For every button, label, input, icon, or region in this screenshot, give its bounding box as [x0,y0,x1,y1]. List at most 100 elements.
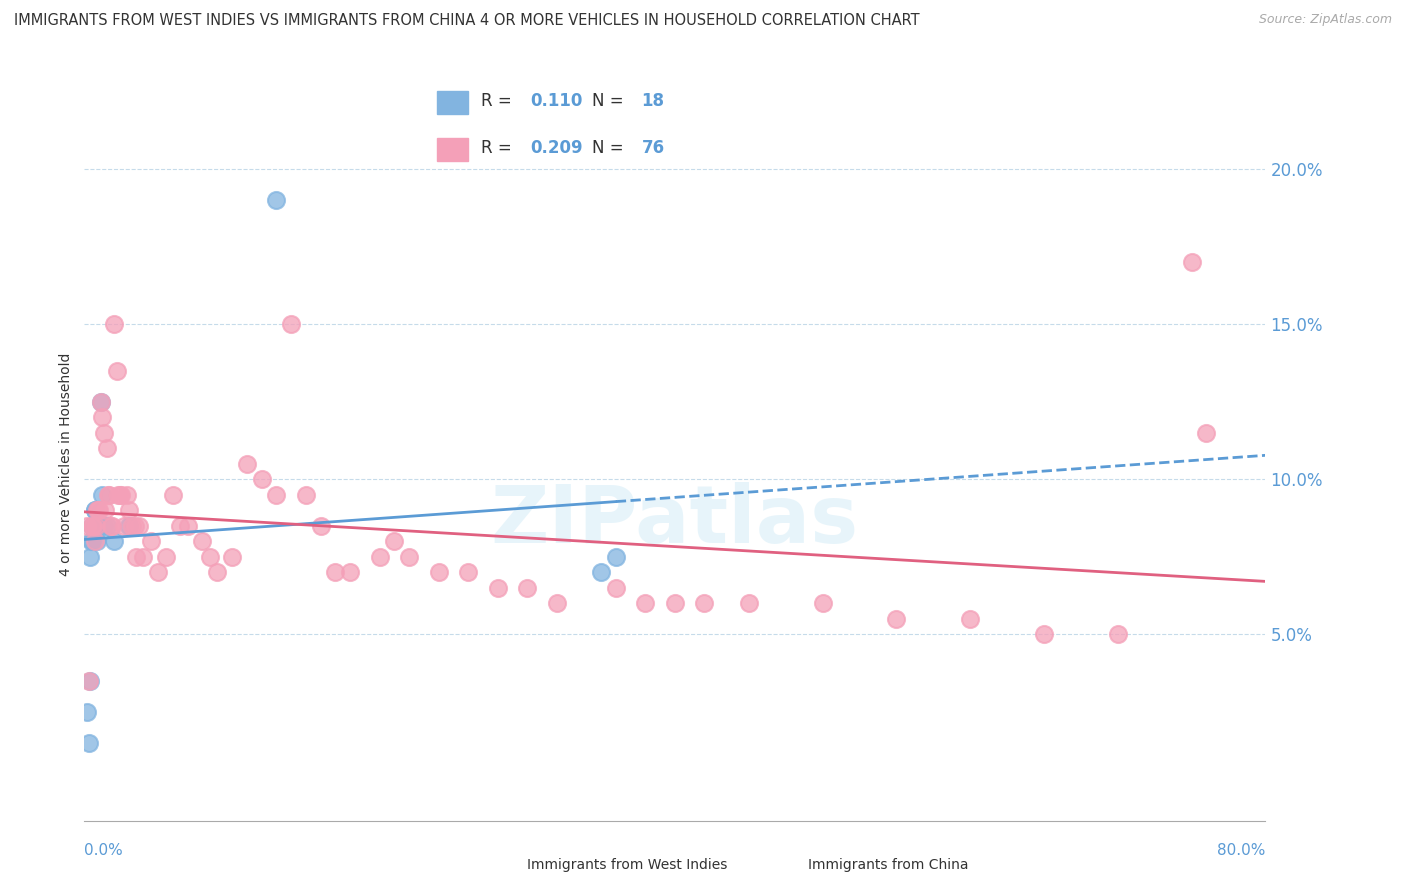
Point [86,519,108,533]
Point [486,581,509,595]
Point [236,457,259,471]
Text: Immigrants from West Indies: Immigrants from West Indies [527,858,728,872]
Point [103,534,125,549]
Text: 80.0%: 80.0% [1218,843,1265,858]
Text: 76: 76 [641,139,665,157]
Text: 18: 18 [641,93,665,111]
Point [91,488,114,502]
Point [139,534,162,549]
Point [86,503,108,517]
Point [83,519,105,533]
Text: 0.0%: 0.0% [84,843,124,858]
Text: Source: ZipAtlas.com: Source: ZipAtlas.com [1258,13,1392,27]
Point [155,549,177,564]
Point [546,597,568,611]
Point [605,549,627,564]
Text: N =: N = [592,139,628,157]
Text: N =: N = [592,93,628,111]
Text: Immigrants from China: Immigrants from China [808,858,969,872]
Point [427,566,450,580]
Point [112,519,135,533]
Point [368,549,391,564]
Text: 0.110: 0.110 [530,93,582,111]
Point [105,364,128,378]
Point [1195,425,1218,440]
Point [221,549,243,564]
Point [1032,627,1054,641]
Point [398,549,420,564]
Point [108,488,131,502]
Text: R =: R = [481,93,516,111]
Point [457,566,479,580]
Point [93,425,115,440]
Point [177,519,200,533]
Point [86,534,108,549]
Point [89,519,111,533]
Point [94,503,117,517]
Point [118,519,141,533]
Point [100,519,122,533]
Point [516,581,538,595]
Point [96,519,118,533]
Point [107,488,129,502]
Point [148,566,170,580]
Point [76,705,98,719]
Point [309,519,332,533]
FancyBboxPatch shape [437,91,468,114]
Point [191,534,214,549]
Point [198,549,221,564]
Point [169,519,191,533]
Point [97,488,120,502]
Point [89,503,111,517]
Point [738,597,761,611]
Point [125,549,148,564]
Point [121,519,143,533]
Point [115,488,138,502]
Point [91,410,114,425]
Point [93,519,115,533]
Point [86,503,108,517]
Point [79,549,101,564]
Point [634,597,657,611]
Point [103,317,125,331]
Point [90,394,112,409]
Point [264,193,288,207]
Point [98,488,121,502]
Point [162,488,184,502]
Point [295,488,318,502]
Point [591,566,613,580]
Point [280,317,302,331]
Point [82,519,104,533]
Point [339,566,361,580]
Point [124,519,146,533]
Point [83,503,105,517]
Point [1107,627,1129,641]
Point [264,488,288,502]
Point [90,394,112,409]
FancyBboxPatch shape [437,137,468,161]
Point [1181,255,1204,269]
Text: 0.209: 0.209 [530,139,582,157]
Point [132,549,155,564]
Point [82,519,104,533]
Point [79,673,101,688]
Point [693,597,716,611]
Point [96,442,118,456]
Point [80,534,103,549]
Text: IMMIGRANTS FROM WEST INDIES VS IMMIGRANTS FROM CHINA 4 OR MORE VEHICLES IN HOUSE: IMMIGRANTS FROM WEST INDIES VS IMMIGRANT… [14,13,920,29]
Point [128,519,150,533]
Point [811,597,834,611]
Point [323,566,347,580]
Point [250,472,273,486]
Point [118,503,141,517]
Point [80,534,103,549]
Point [82,519,104,533]
Point [84,503,107,517]
Point [959,612,981,626]
Point [84,519,107,533]
Point [382,534,406,549]
Text: R =: R = [481,139,516,157]
Point [77,736,100,750]
Point [110,488,132,502]
Point [80,519,103,533]
